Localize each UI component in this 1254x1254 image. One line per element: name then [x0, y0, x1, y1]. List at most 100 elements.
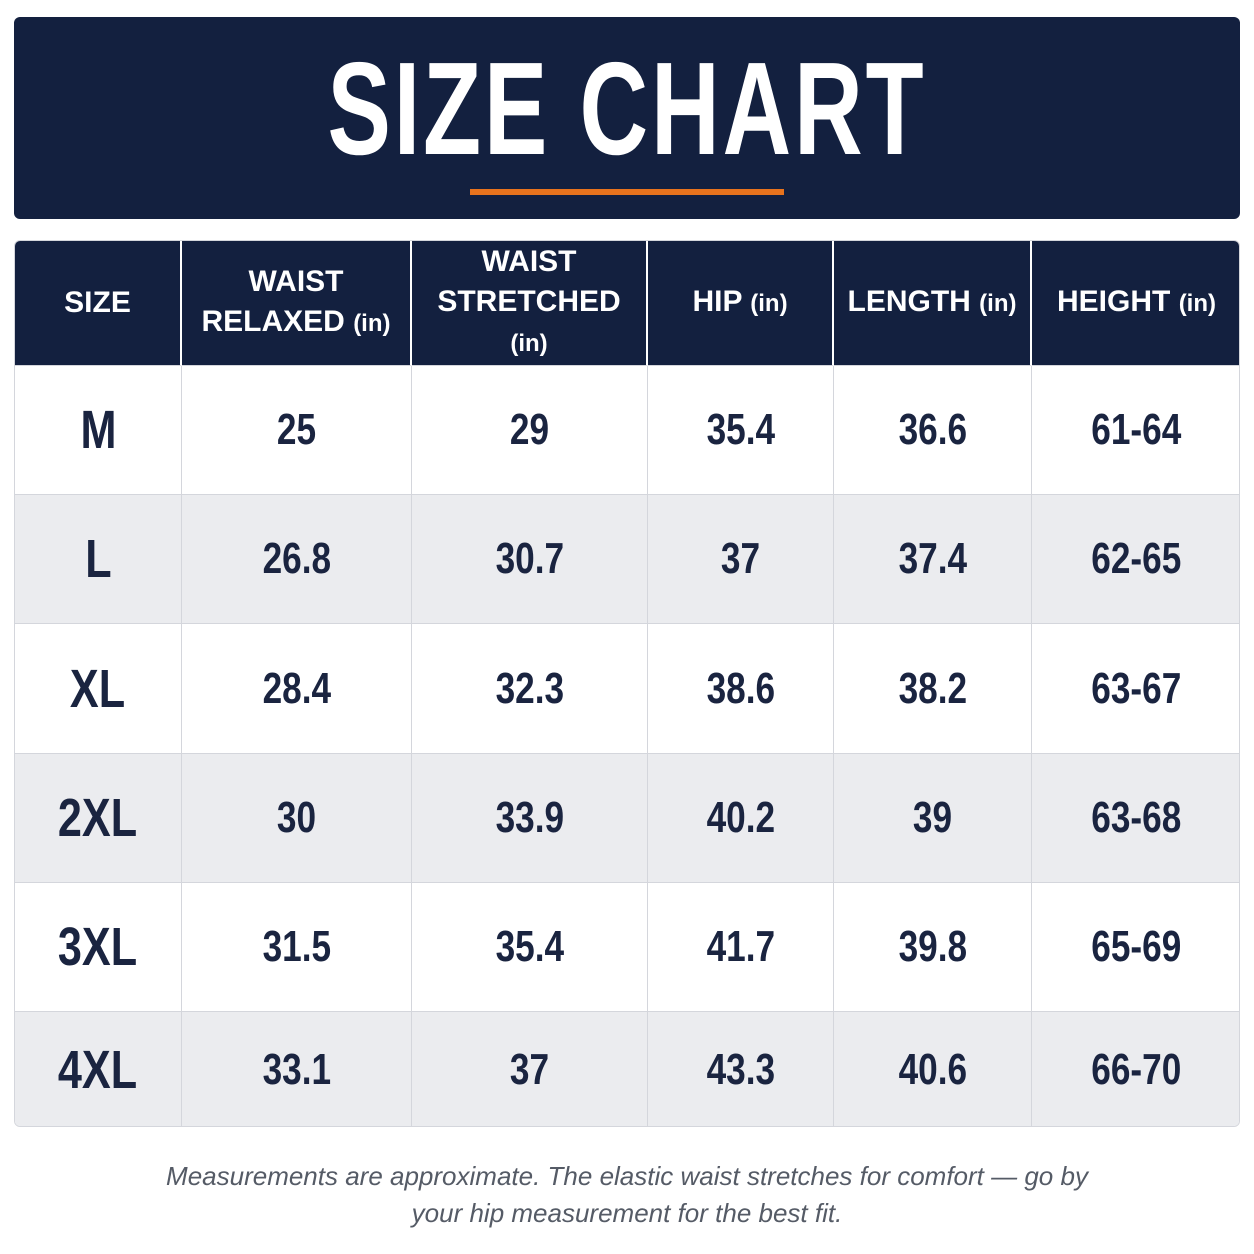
header-cell: WAIST STRETCHED (in) — [412, 241, 648, 366]
column-unit: (in) — [979, 290, 1017, 317]
header-cell: LENGTH (in) — [834, 241, 1032, 366]
measurement: 37 — [720, 534, 761, 583]
size-label: M — [79, 400, 116, 460]
value-cell: 41.7 — [648, 883, 834, 1012]
value-cell: 28.4 — [182, 624, 412, 754]
title-text: SIZE CHART — [327, 35, 927, 182]
measurement: 26.8 — [262, 534, 331, 583]
value-cell: 37 — [412, 1012, 648, 1126]
measurement: 35.4 — [706, 405, 775, 454]
value-cell: 39 — [834, 754, 1032, 883]
column-unit: (in) — [1178, 290, 1216, 317]
column-label: HEIGHT — [1057, 285, 1171, 318]
accent-bar — [470, 189, 784, 195]
value-cell: 37.4 — [834, 495, 1032, 624]
value-cell: 33.1 — [182, 1012, 412, 1126]
value-cell: 43.3 — [648, 1012, 834, 1126]
measurement: 33.1 — [262, 1045, 331, 1094]
measurement: 41.7 — [706, 922, 775, 971]
header-text: LENGTH (in) — [848, 282, 1017, 324]
column-label: SIZE — [64, 286, 131, 319]
column-label: WAIST STRETCHED — [437, 245, 621, 318]
value-cell: 36.6 — [834, 366, 1032, 495]
header-text: WAIST STRETCHED (in) — [422, 242, 636, 364]
measurement: 40.2 — [706, 793, 775, 842]
header-cell: SIZE — [15, 241, 182, 366]
size-cell: 4XL — [15, 1012, 182, 1126]
value-cell: 35.4 — [412, 883, 648, 1012]
value-cell: 35.4 — [648, 366, 834, 495]
value-cell: 40.2 — [648, 754, 834, 883]
value-cell: 63-68 — [1032, 754, 1239, 883]
measurement: 37.4 — [898, 534, 967, 583]
size-label: 2XL — [58, 788, 138, 848]
measurement: 43.3 — [706, 1045, 775, 1094]
header-text: HIP (in) — [692, 282, 787, 324]
value-cell: 30.7 — [412, 495, 648, 624]
value-cell: 37 — [648, 495, 834, 624]
header-cell: HEIGHT (in) — [1032, 241, 1239, 366]
measurement: 66-70 — [1091, 1045, 1182, 1094]
size-cell: 2XL — [15, 754, 182, 883]
value-cell: 32.3 — [412, 624, 648, 754]
measurement: 39.8 — [898, 922, 967, 971]
value-cell: 38.2 — [834, 624, 1032, 754]
value-cell: 39.8 — [834, 883, 1032, 1012]
size-cell: M — [15, 366, 182, 495]
size-label: 3XL — [58, 917, 138, 977]
value-cell: 25 — [182, 366, 412, 495]
measurement: 25 — [276, 405, 317, 454]
column-unit: (in) — [750, 290, 788, 317]
measurement: 35.4 — [495, 922, 564, 971]
measurement: 38.2 — [898, 663, 967, 713]
size-label: XL — [70, 658, 126, 719]
measurement: 36.6 — [898, 405, 967, 454]
header-text: HEIGHT (in) — [1057, 282, 1216, 324]
value-cell: 29 — [412, 366, 648, 495]
measurement: 29 — [509, 405, 550, 454]
value-cell: 65-69 — [1032, 883, 1239, 1012]
value-cell: 40.6 — [834, 1012, 1032, 1126]
measurement: 37 — [509, 1045, 550, 1094]
header-text: WAIST RELAXED (in) — [192, 262, 400, 344]
value-cell: 63-67 — [1032, 624, 1239, 754]
size-label: 4XL — [58, 1040, 138, 1100]
size-table: SIZE WAIST RELAXED (in) WAIST STRETCHED (i… — [14, 240, 1240, 1127]
header: SIZE CHART — [14, 17, 1240, 219]
header-text: SIZE — [64, 283, 131, 323]
measurement: 32.3 — [495, 663, 564, 713]
value-cell: 33.9 — [412, 754, 648, 883]
measurement: 62-65 — [1091, 534, 1182, 583]
measurement: 63-67 — [1091, 663, 1182, 713]
measurement: 63-68 — [1091, 793, 1182, 842]
value-cell: 61-64 — [1032, 366, 1239, 495]
footer-note: Measurements are approximate. The elasti… — [166, 1161, 1088, 1228]
value-cell: 38.6 — [648, 624, 834, 754]
size-cell: 3XL — [15, 883, 182, 1012]
column-label: HIP — [692, 285, 742, 318]
header-cell: HIP (in) — [648, 241, 834, 366]
measurement: 31.5 — [262, 922, 331, 971]
title: SIZE CHART — [14, 39, 1240, 179]
column-unit: (in) — [353, 310, 391, 337]
value-cell: 66-70 — [1032, 1012, 1239, 1126]
measurement: 39 — [912, 793, 953, 842]
measurement: 28.4 — [262, 663, 331, 713]
measurement: 65-69 — [1091, 922, 1182, 971]
size-cell: XL — [15, 624, 182, 754]
value-cell: 26.8 — [182, 495, 412, 624]
measurement: 33.9 — [495, 793, 564, 842]
value-cell: 31.5 — [182, 883, 412, 1012]
column-unit: (in) — [510, 330, 548, 357]
size-label: L — [84, 529, 112, 589]
column-label: LENGTH — [847, 285, 971, 318]
size-cell: L — [15, 495, 182, 624]
measurement: 38.6 — [706, 663, 775, 713]
header-cell: WAIST RELAXED (in) — [182, 241, 412, 366]
measurement: 40.6 — [898, 1045, 967, 1094]
measurement: 30 — [276, 793, 317, 842]
value-cell: 62-65 — [1032, 495, 1239, 624]
column-label: WAIST RELAXED — [201, 265, 345, 338]
value-cell: 30 — [182, 754, 412, 883]
